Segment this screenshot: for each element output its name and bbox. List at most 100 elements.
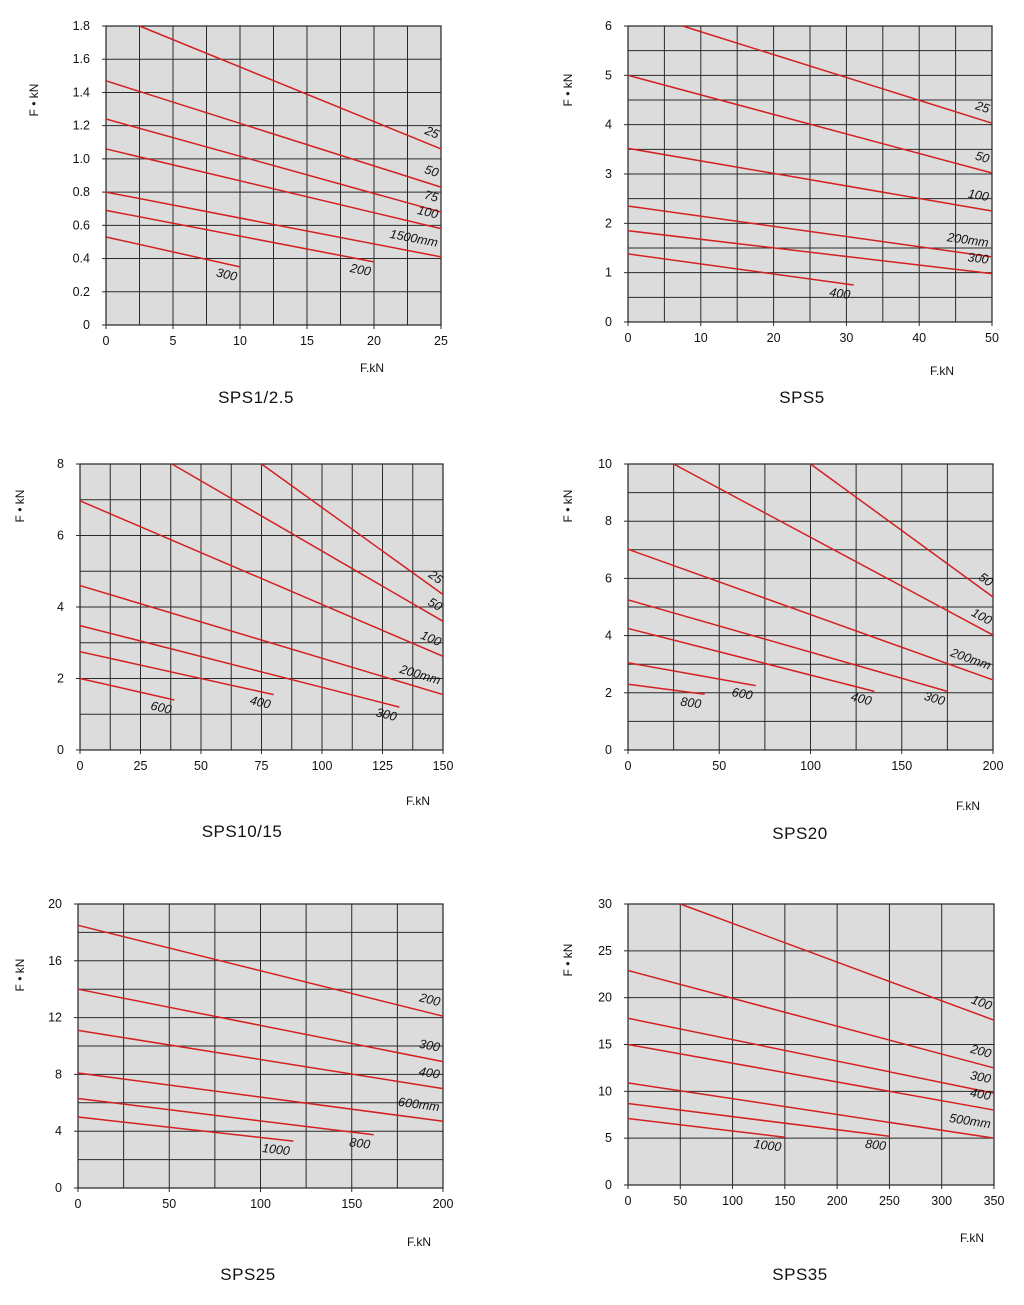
x-tick-label: 50 [194, 759, 208, 773]
series-line [627, 253, 854, 286]
y-axis-label: F • kN [561, 490, 575, 523]
y-axis-label: F • kN [13, 959, 27, 992]
series-line [810, 463, 994, 598]
series-label: 200 [348, 261, 372, 279]
y-tick-label: 0 [55, 1181, 62, 1195]
series-label: 400 [829, 285, 852, 302]
x-tick-label: 0 [625, 759, 632, 773]
series-line [79, 584, 444, 696]
y-tick-label: 5 [605, 68, 612, 82]
y-tick-label: 0.6 [73, 218, 90, 232]
series-label: 400 [249, 693, 272, 711]
y-tick-label: 0 [605, 743, 612, 757]
series-label: 800 [864, 1137, 886, 1153]
y-tick-label: 4 [605, 629, 612, 643]
series-line [77, 1097, 374, 1136]
y-tick-label: 16 [48, 954, 62, 968]
x-tick-label: 100 [722, 1194, 743, 1208]
x-tick-label: 0 [103, 334, 110, 348]
y-tick-label: 1.2 [73, 119, 90, 133]
x-tick-label: 100 [250, 1197, 271, 1211]
y-tick-label: 5 [605, 1131, 612, 1145]
y-tick-label: 4 [55, 1124, 62, 1138]
series-line [261, 463, 444, 596]
series-line [105, 148, 442, 230]
x-tick-label: 40 [912, 331, 926, 345]
y-tick-label: 1.4 [73, 85, 90, 99]
series-line [79, 500, 444, 658]
x-tick-label: 50 [985, 331, 999, 345]
y-tick-label: 0 [57, 743, 64, 757]
x-tick-label: 350 [984, 1194, 1005, 1208]
x-tick-label: 50 [712, 759, 726, 773]
x-axis-label: F.kN [960, 1231, 984, 1245]
chart-panel-sps10-15: 0 25 50 75 100 125 150 0 2 4 6 8 F.kN F • kN 25 50 100 20… [0, 440, 512, 860]
x-tick-label: 100 [312, 759, 333, 773]
chart-svg: 0 10 20 30 40 50 0 1 2 3 4 5 6 F.kN F • kN 25 50 100 200mm… [561, 19, 999, 378]
y-tick-label: 12 [48, 1011, 62, 1025]
y-tick-label: 2 [605, 216, 612, 230]
series-label: 200mm [945, 230, 989, 250]
series-label: 100 [967, 187, 990, 204]
x-tick-label: 15 [300, 334, 314, 348]
y-tick-label: 2 [57, 672, 64, 686]
series-label: 200 [968, 1042, 993, 1061]
x-tick-label: 200 [827, 1194, 848, 1208]
series-line [139, 25, 442, 150]
y-tick-label: 8 [605, 514, 612, 528]
x-tick-label: 25 [134, 759, 148, 773]
chart-caption: SPS25 [220, 1265, 276, 1284]
chart-panel-sps5: 0 10 20 30 40 50 0 1 2 3 4 5 6 F.kN F • kN 25 50 100 200mm… [512, 0, 1024, 420]
y-tick-label: 15 [598, 1038, 612, 1052]
x-tick-label: 150 [433, 759, 454, 773]
series-label: 400 [849, 690, 873, 709]
y-tick-label: 1.6 [73, 52, 90, 66]
series-label: 300 [967, 250, 989, 266]
y-tick-label: 6 [605, 19, 612, 33]
x-axis-label: F.kN [956, 799, 980, 813]
x-tick-label: 125 [372, 759, 393, 773]
series-line [105, 191, 442, 258]
series-line [77, 1116, 294, 1142]
x-tick-label: 25 [434, 334, 448, 348]
chart-svg: 0 50 100 150 200 250 300 350 0 5 10 15 20 25 30 F.kN F •… [561, 897, 1005, 1245]
chart-panel-sps25: 0 50 100 150 200 0 4 8 12 16 20 F.kN F • kN 200 300 400… [0, 880, 512, 1300]
y-tick-label: 0 [605, 315, 612, 329]
y-tick-label: 2 [605, 686, 612, 700]
y-axis-label: F • kN [27, 84, 41, 117]
series-line [627, 1017, 995, 1094]
chart-panel-sps1-2-5: 0 5 10 15 20 25 0 0.2 0.4 0.6 0.8 1.0 1.2 1.4 1.6 1.8 F.… [0, 0, 512, 420]
series-label: 800 [680, 695, 703, 712]
y-tick-label: 6 [57, 529, 64, 543]
chart-panel-sps20: 0 50 100 150 200 0 2 4 6 8 10 F.kN F • kN 50 100 200mm 3… [512, 440, 1024, 860]
y-tick-label: 0 [83, 318, 90, 332]
series-label: 50 [425, 595, 444, 614]
y-tick-label: 1.8 [73, 19, 90, 33]
y-tick-label: 30 [598, 897, 612, 911]
y-tick-label: 0.8 [73, 185, 90, 199]
x-tick-label: 0 [77, 759, 84, 773]
series-label: 800 [349, 1135, 371, 1151]
y-axis-label: F • kN [561, 74, 575, 107]
series-line [627, 147, 993, 212]
x-axis-label: F.kN [407, 1235, 431, 1249]
series-line [79, 650, 274, 696]
x-tick-label: 250 [879, 1194, 900, 1208]
series-line [77, 1029, 444, 1090]
x-tick-label: 150 [774, 1194, 795, 1208]
y-tick-label: 8 [55, 1067, 62, 1081]
series-line [680, 903, 995, 1021]
series-line [105, 236, 241, 268]
y-tick-label: 20 [48, 897, 62, 911]
series-line [627, 74, 993, 174]
series-line [627, 969, 995, 1069]
series-line [627, 1082, 995, 1139]
x-tick-label: 200 [433, 1197, 454, 1211]
chart-caption: SPS10/15 [201, 822, 283, 841]
x-tick-label: 10 [233, 334, 247, 348]
chart-caption: SPS20 [772, 824, 828, 843]
x-axis-label: F.kN [930, 364, 954, 378]
series-line [77, 1072, 444, 1123]
y-tick-label: 1.0 [73, 152, 90, 166]
series-label: 25 [422, 123, 441, 142]
